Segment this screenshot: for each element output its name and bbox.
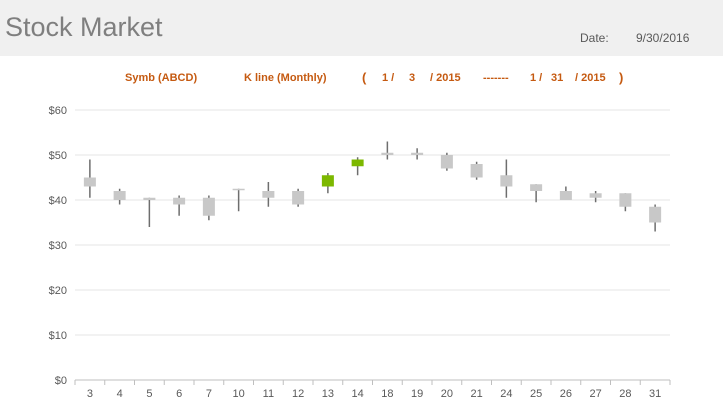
x-tick-label: 10 <box>233 388 245 400</box>
open-paren: ( <box>362 70 367 85</box>
candle-body <box>143 197 156 200</box>
y-tick-label: $40 <box>49 195 67 207</box>
y-tick-label: $50 <box>49 150 67 162</box>
x-tick-label: 26 <box>560 388 572 400</box>
candle-body <box>589 193 602 198</box>
close-paren: ) <box>619 70 624 85</box>
candle-body <box>530 184 543 191</box>
end-day: 31 <box>551 72 564 84</box>
candle-body <box>321 175 334 187</box>
candle-body <box>232 188 245 191</box>
x-tick-label: 3 <box>87 388 93 400</box>
x-tick-label: 5 <box>146 388 152 400</box>
candle-body <box>470 164 483 178</box>
date-label: Date: <box>580 31 609 45</box>
candle-body <box>440 155 453 169</box>
candle-body <box>411 152 424 155</box>
x-tick-label: 27 <box>590 388 602 400</box>
x-tick-label: 7 <box>206 388 212 400</box>
candle-body <box>113 191 126 200</box>
page-title: Stock Market <box>5 12 163 42</box>
start-day: 3 <box>409 72 416 84</box>
candle-body <box>173 197 186 205</box>
end-year: / 2015 <box>575 72 606 84</box>
x-tick-label: 28 <box>619 388 631 400</box>
x-tick-label: 6 <box>176 388 182 400</box>
y-tick-label: $60 <box>49 105 67 117</box>
start-month: 1 / <box>382 72 395 84</box>
x-tick-label: 18 <box>381 388 393 400</box>
x-tick-label: 14 <box>352 388 364 400</box>
start-year: / 2015 <box>430 72 461 84</box>
y-tick-label: $0 <box>55 375 67 387</box>
y-tick-label: $30 <box>49 240 67 252</box>
end-month: 1 / <box>530 72 543 84</box>
candle-body <box>351 159 364 167</box>
candle-body <box>559 191 572 200</box>
x-tick-label: 25 <box>530 388 542 400</box>
x-tick-label: 21 <box>471 388 483 400</box>
x-tick-label: 11 <box>263 388 274 400</box>
date-range-separator: ------- <box>483 72 509 84</box>
y-tick-label: $20 <box>49 285 67 297</box>
candle-body <box>83 177 96 187</box>
x-tick-label: 20 <box>441 388 453 400</box>
candle-body <box>292 191 305 205</box>
x-tick-label: 13 <box>322 388 334 400</box>
header-bar: Stock Market Date: 9/30/2016 <box>0 0 723 56</box>
y-tick-label: $10 <box>49 330 67 342</box>
date-value: 9/30/2016 <box>636 31 690 45</box>
symbol-label: Symb (ABCD) <box>125 72 198 84</box>
candle-body <box>262 191 275 198</box>
x-tick-label: 31 <box>649 388 661 400</box>
candle-body <box>619 193 632 207</box>
x-tick-label: 19 <box>411 388 423 400</box>
kline-label: K line (Monthly) <box>244 72 327 84</box>
candle-body <box>202 197 215 216</box>
candle-body <box>649 206 662 223</box>
candle-body <box>381 152 394 155</box>
candle-body <box>500 175 513 187</box>
x-tick-label: 24 <box>500 388 512 400</box>
x-tick-label: 12 <box>292 388 304 400</box>
x-tick-label: 4 <box>117 388 123 400</box>
